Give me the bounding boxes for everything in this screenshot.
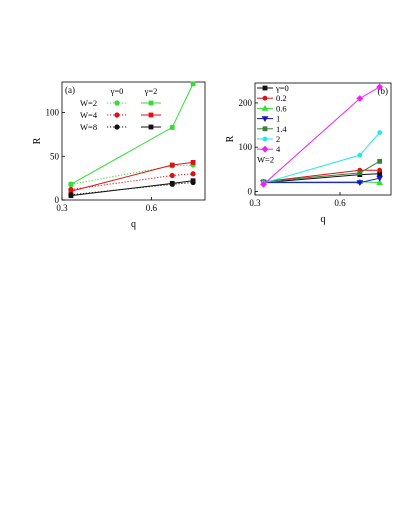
x-tick-label: 0.6 xyxy=(146,203,158,213)
legend-marker-circle xyxy=(114,100,120,106)
series-line xyxy=(263,132,381,184)
legend: γ=0 γ=2 W=2 W=4 W=8 xyxy=(80,86,161,132)
data-point-diamond xyxy=(356,95,364,102)
series-6 xyxy=(260,83,384,188)
legend-column-header: γ=0 xyxy=(110,86,124,96)
legend-marker-square xyxy=(262,85,268,91)
data-point-square xyxy=(190,81,196,87)
y-tick-label: 100 xyxy=(239,142,253,152)
y-tick-label: 100 xyxy=(46,108,60,118)
plot-frame xyxy=(254,82,392,196)
legend-label: 2 xyxy=(276,134,280,144)
series-W=4-dotted xyxy=(68,171,196,193)
legend-row-label: W=4 xyxy=(80,110,98,120)
legend-row-label: W=8 xyxy=(80,122,97,132)
series-line xyxy=(70,180,194,197)
legend-row-label: W=2 xyxy=(80,98,97,108)
y-tick-label: 50 xyxy=(50,151,60,161)
legend-marker-circle xyxy=(114,124,120,130)
legend-marker-circle xyxy=(262,95,268,101)
series-W=2-solid xyxy=(68,81,196,187)
series-line xyxy=(70,161,194,192)
data-point-diamond xyxy=(260,180,267,188)
y-tick-label: 0 xyxy=(248,186,253,196)
y-tick-label: 200 xyxy=(239,98,253,108)
legend-label: γ=0 xyxy=(275,83,289,93)
legend-marker-triangle-down xyxy=(261,116,269,122)
legend-marker-triangle-up xyxy=(261,105,269,111)
data-point-square xyxy=(169,180,175,186)
legend-label: 1.4 xyxy=(276,124,287,134)
data-point-square xyxy=(377,158,383,164)
y-tick-label: 0 xyxy=(55,195,60,205)
data-point-square xyxy=(377,171,383,177)
legend-marker-square xyxy=(148,100,154,106)
series-W=8-solid xyxy=(68,178,196,199)
legend-column-header: γ=2 xyxy=(144,86,158,96)
data-point-square xyxy=(169,125,175,130)
data-point-square xyxy=(68,193,74,199)
y-axis-label: R xyxy=(225,135,236,142)
legend-marker-square xyxy=(148,124,154,130)
data-point-circle xyxy=(190,171,196,177)
legend-marker-square xyxy=(262,126,268,132)
series-line xyxy=(70,173,194,191)
data-point-triangle-down xyxy=(376,175,384,182)
data-point-triangle-up xyxy=(376,179,384,186)
legend-label: 1 xyxy=(276,114,280,124)
data-point-square xyxy=(169,162,175,168)
data-point-diamond xyxy=(376,83,384,91)
x-tick-label: 0.3 xyxy=(249,198,261,208)
legend-marker-diamond xyxy=(261,145,269,153)
panel-a: 0.3 0.6 0 50 100 q R (a) γ=0 γ=2 W=2 W=4 W=8 xyxy=(32,81,206,230)
series-line xyxy=(263,160,380,183)
series-line xyxy=(70,164,194,185)
series-W=4-solid xyxy=(68,160,196,194)
panel-label: (b) xyxy=(378,86,389,96)
x-axis-label: q xyxy=(131,219,136,230)
data-point-square xyxy=(190,178,196,184)
data-point-triangle-down xyxy=(356,180,364,187)
data-point-square xyxy=(357,170,363,176)
legend-label: 0.2 xyxy=(276,93,287,103)
panel-label: (a) xyxy=(65,85,75,95)
data-point-circle xyxy=(169,172,175,179)
data-point-circle xyxy=(357,152,363,158)
y-axis-label: R xyxy=(32,137,43,144)
legend-marker-circle xyxy=(262,136,268,142)
legend-label: 0.6 xyxy=(276,103,287,113)
legend-label: 4 xyxy=(276,144,281,154)
x-tick-label: 0.6 xyxy=(334,198,346,208)
data-point-circle xyxy=(377,167,383,173)
series-4 xyxy=(261,158,383,185)
legend-marker-square xyxy=(148,112,154,118)
legend-note: W=2 xyxy=(257,154,274,164)
data-point-square xyxy=(68,181,74,187)
data-point-circle xyxy=(377,130,383,135)
data-point-square xyxy=(190,160,196,165)
data-point-square xyxy=(68,188,74,194)
x-tick-label: 0.3 xyxy=(56,203,68,213)
plot-frame xyxy=(61,81,206,201)
legend-marker-circle xyxy=(114,112,120,118)
x-axis-label: q xyxy=(321,214,326,225)
